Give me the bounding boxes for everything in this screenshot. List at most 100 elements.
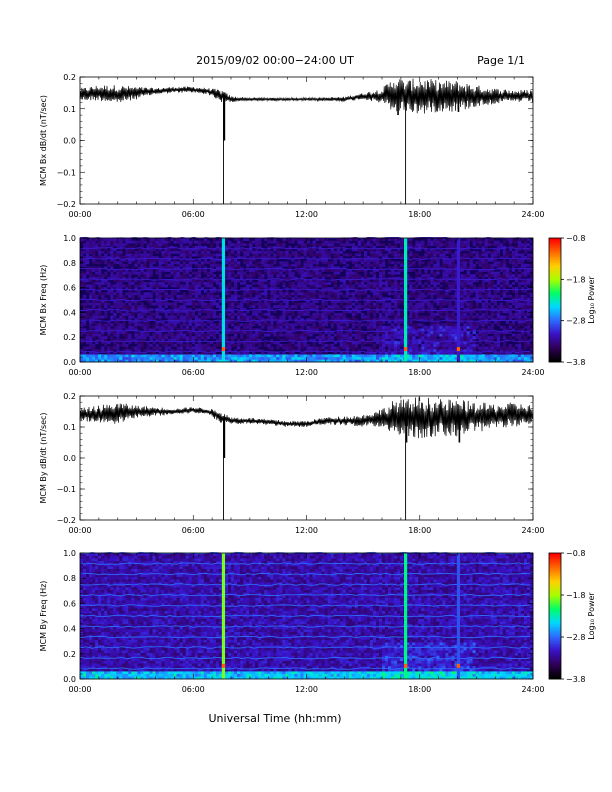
spectrogram-cell: [161, 238, 165, 241]
spectrogram-cell: [345, 328, 350, 332]
spectrogram-cell: [188, 261, 192, 265]
spectrogram-cell: [167, 294, 171, 298]
spectrogram-cell: [409, 243, 413, 247]
spectrogram-cell: [95, 318, 99, 321]
spectrogram-cell: [104, 341, 108, 345]
spectrogram-cell: [321, 292, 325, 296]
spectrogram-cell: [318, 354, 322, 358]
spectrogram-cell: [372, 263, 377, 267]
spectrogram-cell: [303, 294, 307, 298]
spectrogram-cell: [149, 315, 153, 319]
spectrogram-cell: [372, 271, 377, 275]
spectrogram-cell: [285, 333, 289, 337]
spectrogram-cell: [421, 343, 425, 347]
spectrogram-cell: [161, 328, 165, 332]
spectrogram-cell: [490, 356, 494, 360]
spectrogram-cell: [185, 266, 189, 270]
spectrogram-cell: [167, 240, 171, 244]
spectrogram-cell: [357, 243, 362, 247]
spectrogram-cell: [472, 243, 476, 247]
spectrogram-cell: [460, 261, 464, 265]
spectrogram-cell: [194, 289, 199, 293]
spectrogram-cell: [146, 256, 150, 259]
spectrogram-cell: [261, 307, 265, 311]
spectrogram-cell: [143, 256, 147, 259]
spectrogram-cell: [297, 336, 301, 340]
spectrogram-cell: [469, 356, 473, 360]
spectrogram-cell: [412, 261, 416, 265]
spectrogram-cell: [460, 256, 464, 259]
spectrogram-cell: [95, 294, 99, 298]
spectrogram-cell: [194, 356, 199, 360]
spectrogram-cell: [424, 336, 428, 340]
spectrogram-cell: [234, 261, 238, 265]
spectrogram-cell: [360, 341, 365, 345]
spectrogram-cell: [197, 292, 202, 296]
spectrogram-cell: [345, 289, 350, 293]
spectrogram-cell: [282, 346, 286, 350]
spectrogram-cell: [89, 328, 93, 332]
spectrogram-cell: [122, 351, 126, 355]
spectrogram-cell: [113, 338, 117, 342]
spectrogram-cell: [252, 305, 256, 309]
spectrogram-cell: [394, 271, 398, 275]
spectrogram-cell: [366, 238, 371, 241]
spectrogram-cell: [276, 318, 280, 321]
spectrogram-cell: [285, 328, 289, 332]
spectrogram-cell: [342, 320, 346, 324]
spectrogram-cell: [388, 349, 392, 352]
spectrogram-cell: [333, 349, 337, 352]
spectrogram-cell: [330, 287, 334, 290]
spectrogram-cell: [237, 328, 241, 332]
spectrogram-cell: [366, 261, 371, 265]
spectrogram-cell: [351, 243, 356, 247]
spectrogram-cell: [125, 349, 129, 352]
spectrogram-cell: [143, 338, 147, 342]
spectrogram-cell: [345, 300, 350, 303]
spectrogram-cell: [306, 320, 310, 324]
spectrogram-cell: [258, 250, 262, 254]
spectrogram-cell: [164, 302, 168, 306]
spectrogram-cell: [101, 297, 105, 301]
spectrogram-cell: [104, 287, 108, 290]
spectrogram-cell: [391, 287, 395, 290]
spectrogram-cell: [484, 269, 488, 272]
spectrogram-cell: [128, 287, 132, 290]
spectrogram-cell: [306, 287, 310, 290]
spectrogram-cell: [158, 315, 162, 319]
spectrogram-cell: [418, 333, 422, 337]
spectrogram-cell: [267, 333, 271, 337]
spectrogram-cell: [246, 238, 250, 241]
spectrogram-cell: [454, 328, 458, 332]
spectrogram-cell: [276, 343, 280, 347]
spectrogram-cell: [372, 325, 377, 329]
spectrogram-cell: [412, 331, 416, 334]
spectrogram-cell: [382, 349, 386, 352]
spectrogram-cell: [206, 333, 211, 337]
spectrogram-cell: [288, 336, 292, 340]
spectrogram-cell: [264, 343, 268, 347]
spectrogram-cell: [466, 269, 470, 272]
spectrogram-cell: [297, 243, 301, 247]
spectrogram-cell: [288, 354, 292, 358]
spectrogram-cell: [212, 287, 217, 290]
spectrogram-cell: [397, 240, 401, 244]
spectrogram-cell: [215, 341, 220, 345]
spectrogram-cell: [282, 281, 286, 285]
spectrogram-cell: [421, 310, 425, 314]
spectrogram-cell: [197, 356, 202, 360]
spectrogram-cell: [342, 343, 346, 347]
spectrogram-cell: [273, 279, 277, 283]
spectrogram-cell: [107, 328, 111, 332]
spectrogram-cell: [231, 276, 235, 280]
spectrogram-cell: [206, 274, 211, 278]
spectrogram-cell: [104, 266, 108, 270]
spectrogram-cell: [466, 315, 470, 319]
spectrogram-cell: [128, 274, 132, 278]
spectrogram-cell: [149, 312, 153, 316]
spectrogram-cell: [237, 248, 241, 252]
spectrogram-cell: [463, 346, 467, 350]
spectrogram-cell: [246, 258, 250, 262]
spectrogram-cell: [472, 346, 476, 350]
spectrogram-cell: [246, 300, 250, 303]
